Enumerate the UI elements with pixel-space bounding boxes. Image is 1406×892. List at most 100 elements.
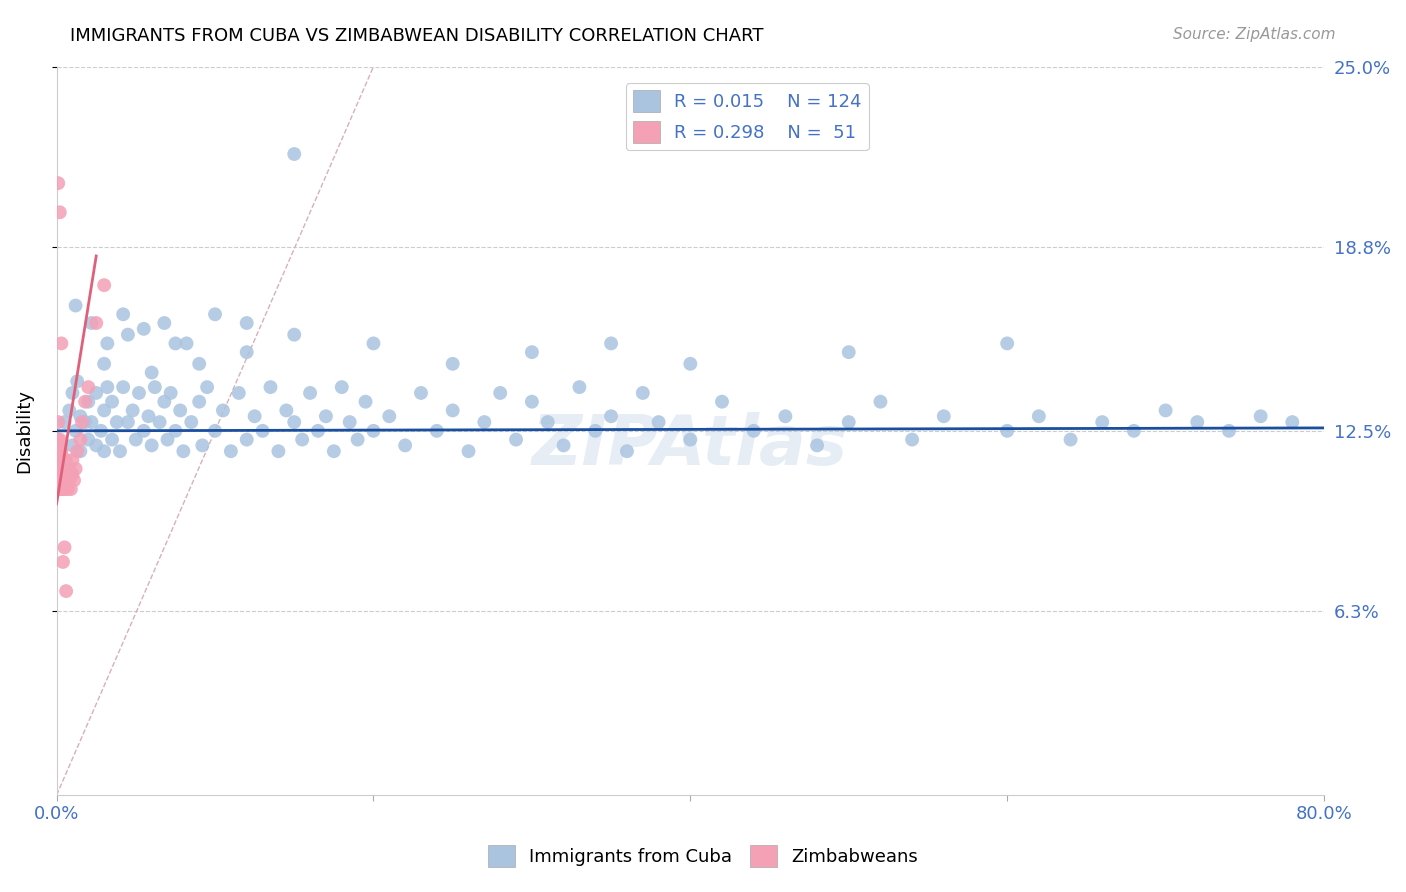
- Point: [838, 345, 860, 359]
- Point: [180, 415, 202, 429]
- Point: [49, 474, 72, 488]
- Point: [235, 433, 257, 447]
- Point: [775, 409, 797, 424]
- Point: [93, 444, 115, 458]
- Point: [93, 357, 115, 371]
- Legend: Immigrants from Cuba, Zimbabweans: Immigrants from Cuba, Zimbabweans: [481, 838, 925, 874]
- Point: [1187, 415, 1209, 429]
- Point: [108, 444, 131, 458]
- Point: [631, 386, 654, 401]
- Point: [252, 424, 274, 438]
- Point: [80, 316, 103, 330]
- Point: [58, 474, 80, 488]
- Point: [53, 453, 76, 467]
- Point: [339, 415, 361, 429]
- Point: [69, 433, 91, 447]
- Point: [472, 415, 495, 429]
- Point: [346, 433, 368, 447]
- Point: [62, 438, 84, 452]
- Point: [59, 467, 82, 482]
- Point: [55, 453, 77, 467]
- Point: [84, 316, 107, 330]
- Point: [55, 584, 77, 599]
- Point: [90, 424, 112, 438]
- Point: [96, 336, 118, 351]
- Point: [101, 433, 124, 447]
- Point: [132, 322, 155, 336]
- Point: [153, 316, 176, 330]
- Point: [901, 433, 924, 447]
- Y-axis label: Disability: Disability: [15, 389, 32, 473]
- Point: [132, 424, 155, 438]
- Point: [426, 424, 449, 438]
- Point: [51, 453, 73, 467]
- Point: [53, 541, 76, 555]
- Point: [1218, 424, 1240, 438]
- Point: [65, 299, 87, 313]
- Point: [58, 461, 80, 475]
- Point: [56, 482, 79, 496]
- Point: [537, 415, 560, 429]
- Point: [156, 433, 179, 447]
- Point: [191, 438, 214, 452]
- Point: [49, 444, 72, 458]
- Point: [228, 386, 250, 401]
- Point: [394, 438, 416, 452]
- Point: [520, 394, 543, 409]
- Point: [55, 474, 77, 488]
- Point: [65, 461, 87, 475]
- Point: [112, 380, 135, 394]
- Point: [869, 394, 891, 409]
- Point: [63, 474, 86, 488]
- Point: [188, 357, 211, 371]
- Point: [378, 409, 401, 424]
- Point: [51, 461, 73, 475]
- Point: [176, 336, 198, 351]
- Point: [46, 453, 69, 467]
- Point: [51, 474, 73, 488]
- Point: [53, 482, 76, 496]
- Point: [62, 386, 84, 401]
- Point: [330, 380, 353, 394]
- Point: [995, 424, 1018, 438]
- Point: [172, 444, 194, 458]
- Point: [117, 327, 139, 342]
- Point: [553, 438, 575, 452]
- Point: [93, 403, 115, 417]
- Point: [283, 327, 305, 342]
- Point: [62, 453, 84, 467]
- Point: [84, 386, 107, 401]
- Point: [457, 444, 479, 458]
- Point: [204, 424, 226, 438]
- Point: [138, 409, 160, 424]
- Point: [46, 438, 69, 452]
- Point: [204, 307, 226, 321]
- Point: [49, 453, 72, 467]
- Point: [188, 394, 211, 409]
- Point: [46, 461, 69, 475]
- Point: [679, 433, 702, 447]
- Point: [600, 409, 623, 424]
- Point: [121, 403, 143, 417]
- Point: [932, 409, 955, 424]
- Point: [58, 403, 80, 417]
- Point: [1281, 415, 1303, 429]
- Point: [583, 424, 606, 438]
- Point: [46, 176, 69, 190]
- Point: [52, 555, 75, 569]
- Point: [322, 444, 344, 458]
- Point: [153, 394, 176, 409]
- Point: [75, 415, 97, 429]
- Point: [84, 438, 107, 452]
- Point: [520, 345, 543, 359]
- Point: [159, 386, 181, 401]
- Point: [77, 380, 100, 394]
- Point: [568, 380, 591, 394]
- Point: [75, 394, 97, 409]
- Point: [354, 394, 377, 409]
- Point: [66, 374, 89, 388]
- Point: [96, 380, 118, 394]
- Point: [165, 424, 187, 438]
- Point: [291, 433, 314, 447]
- Point: [283, 147, 305, 161]
